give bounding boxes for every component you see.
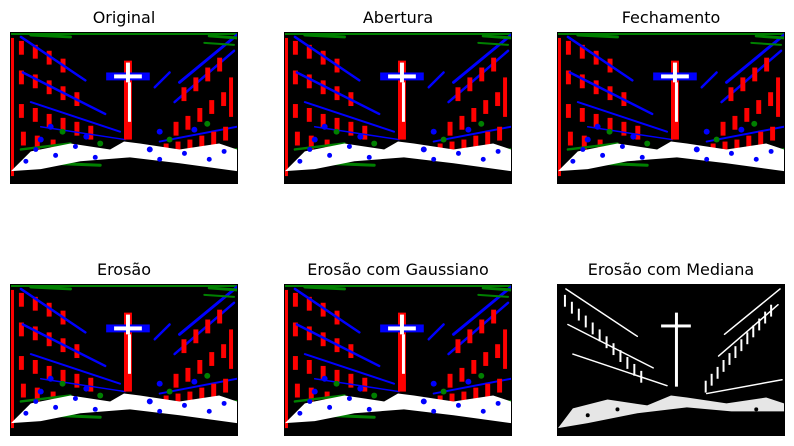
panel-image [284,32,512,184]
panel-image [557,284,785,436]
panel-title: Original [92,8,156,27]
panel-image [10,32,238,184]
panel-title: Erosão [96,260,152,279]
panel-title: Abertura [362,8,434,27]
panel-title: Erosão com Gaussiano [307,260,489,279]
panel-title: Erosão com Mediana [587,260,755,279]
panel-title: Fechamento [621,8,721,27]
panel-image [557,32,785,184]
panel-image [284,284,512,436]
panel-image [10,284,238,436]
